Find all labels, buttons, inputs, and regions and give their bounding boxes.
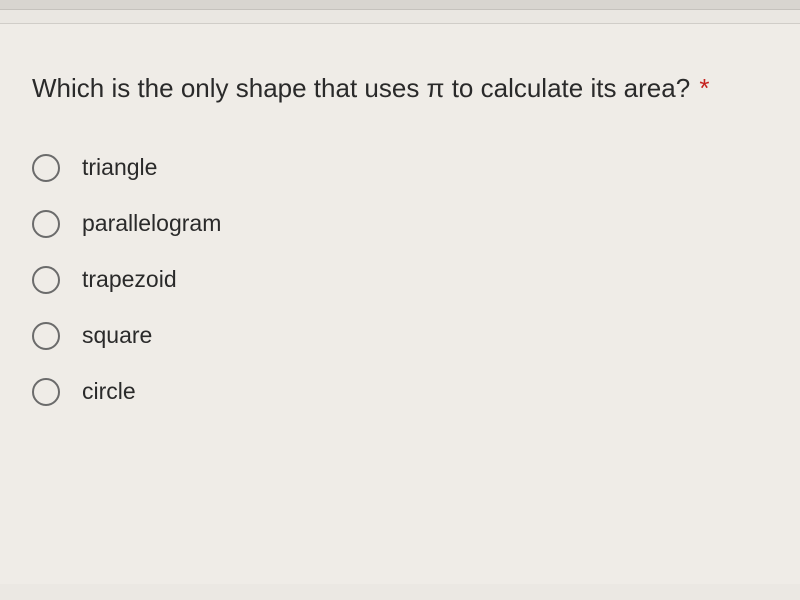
options-group: triangle parallelogram trapezoid square … (32, 154, 768, 406)
spacer-bar (0, 10, 800, 24)
question-label: Which is the only shape that uses π to c… (32, 73, 690, 103)
option-label: trapezoid (82, 266, 177, 293)
option-trapezoid[interactable]: trapezoid (32, 266, 768, 294)
option-parallelogram[interactable]: parallelogram (32, 210, 768, 238)
required-asterisk: * (699, 73, 709, 103)
option-triangle[interactable]: triangle (32, 154, 768, 182)
radio-icon (32, 378, 60, 406)
question-card: Which is the only shape that uses π to c… (0, 24, 800, 584)
option-label: circle (82, 378, 136, 405)
radio-icon (32, 266, 60, 294)
option-circle[interactable]: circle (32, 378, 768, 406)
option-label: square (82, 322, 152, 349)
top-divider (0, 0, 800, 10)
radio-icon (32, 322, 60, 350)
question-text: Which is the only shape that uses π to c… (32, 72, 768, 106)
radio-icon (32, 210, 60, 238)
option-label: triangle (82, 154, 157, 181)
option-square[interactable]: square (32, 322, 768, 350)
option-label: parallelogram (82, 210, 221, 237)
radio-icon (32, 154, 60, 182)
